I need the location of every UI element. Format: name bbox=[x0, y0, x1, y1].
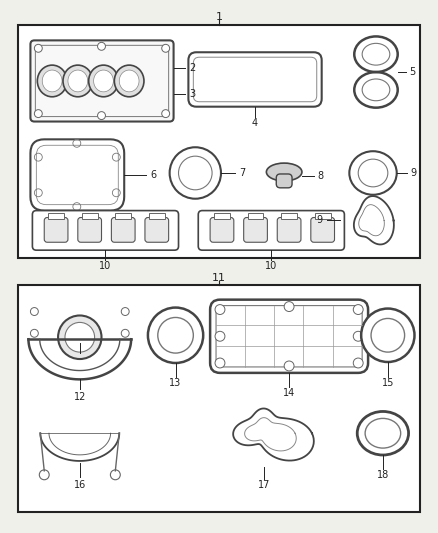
Bar bbox=[48, 213, 64, 220]
Ellipse shape bbox=[68, 70, 88, 92]
Text: 15: 15 bbox=[381, 378, 394, 388]
Text: 6: 6 bbox=[150, 170, 156, 180]
Text: 7: 7 bbox=[239, 168, 245, 178]
Circle shape bbox=[34, 110, 42, 118]
Ellipse shape bbox=[58, 316, 102, 359]
Bar bbox=[247, 213, 263, 220]
FancyBboxPatch shape bbox=[30, 139, 124, 211]
Ellipse shape bbox=[94, 70, 113, 92]
Circle shape bbox=[353, 358, 363, 368]
Text: 18: 18 bbox=[377, 470, 389, 480]
FancyBboxPatch shape bbox=[111, 217, 135, 243]
Ellipse shape bbox=[37, 65, 67, 97]
Circle shape bbox=[98, 42, 106, 50]
FancyBboxPatch shape bbox=[210, 300, 368, 373]
Text: 3: 3 bbox=[189, 89, 195, 99]
Circle shape bbox=[162, 110, 170, 118]
FancyBboxPatch shape bbox=[198, 211, 344, 250]
Ellipse shape bbox=[357, 411, 409, 455]
Ellipse shape bbox=[158, 318, 193, 353]
Circle shape bbox=[284, 302, 294, 311]
FancyBboxPatch shape bbox=[244, 217, 267, 243]
FancyBboxPatch shape bbox=[32, 211, 179, 250]
Text: 1: 1 bbox=[215, 12, 223, 22]
Text: 13: 13 bbox=[170, 378, 182, 388]
FancyBboxPatch shape bbox=[277, 217, 301, 243]
FancyBboxPatch shape bbox=[145, 217, 169, 243]
Text: 4: 4 bbox=[251, 117, 258, 127]
Circle shape bbox=[162, 44, 170, 52]
Ellipse shape bbox=[266, 163, 302, 181]
Text: 10: 10 bbox=[99, 261, 112, 271]
Text: 12: 12 bbox=[74, 392, 86, 402]
Circle shape bbox=[215, 304, 225, 314]
Ellipse shape bbox=[365, 418, 401, 448]
Text: 17: 17 bbox=[258, 480, 271, 490]
Circle shape bbox=[98, 111, 106, 119]
Ellipse shape bbox=[63, 65, 92, 97]
Bar bbox=[214, 213, 230, 220]
FancyBboxPatch shape bbox=[276, 174, 292, 188]
Ellipse shape bbox=[119, 70, 139, 92]
Text: 16: 16 bbox=[74, 480, 86, 490]
Ellipse shape bbox=[148, 308, 203, 363]
Bar bbox=[115, 213, 131, 220]
Circle shape bbox=[353, 304, 363, 314]
Bar bbox=[18, 25, 420, 258]
Circle shape bbox=[34, 44, 42, 52]
Text: 14: 14 bbox=[283, 387, 295, 398]
FancyBboxPatch shape bbox=[44, 217, 68, 243]
Text: 9: 9 bbox=[317, 215, 323, 225]
Bar bbox=[82, 213, 98, 220]
Text: 11: 11 bbox=[212, 273, 226, 283]
Circle shape bbox=[215, 332, 225, 341]
Circle shape bbox=[353, 332, 363, 341]
Bar bbox=[315, 213, 331, 220]
Ellipse shape bbox=[371, 318, 405, 352]
FancyBboxPatch shape bbox=[30, 41, 173, 122]
Circle shape bbox=[284, 361, 294, 371]
Bar bbox=[149, 213, 165, 220]
Text: 9: 9 bbox=[410, 168, 417, 178]
Ellipse shape bbox=[361, 309, 414, 362]
Text: 2: 2 bbox=[189, 63, 196, 73]
Circle shape bbox=[215, 358, 225, 368]
FancyBboxPatch shape bbox=[311, 217, 335, 243]
FancyBboxPatch shape bbox=[188, 52, 321, 107]
Ellipse shape bbox=[42, 70, 62, 92]
Bar bbox=[18, 285, 420, 512]
Ellipse shape bbox=[65, 322, 95, 352]
Ellipse shape bbox=[114, 65, 144, 97]
Text: 8: 8 bbox=[318, 171, 324, 181]
Bar bbox=[281, 213, 297, 220]
FancyBboxPatch shape bbox=[210, 217, 234, 243]
FancyBboxPatch shape bbox=[78, 217, 102, 243]
Ellipse shape bbox=[88, 65, 118, 97]
Text: 5: 5 bbox=[410, 67, 416, 77]
Text: 10: 10 bbox=[265, 261, 277, 271]
